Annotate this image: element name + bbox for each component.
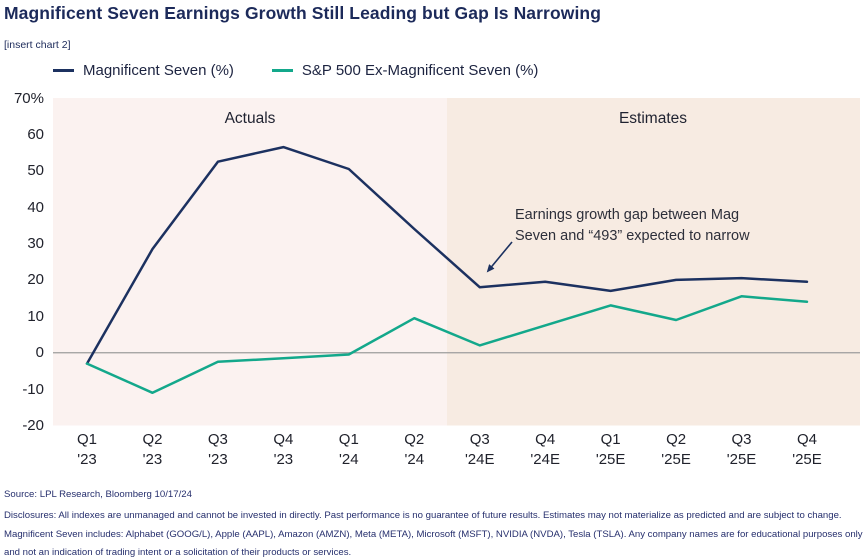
y-tick-label: 40 — [27, 198, 44, 216]
x-tick-label: Q4 '23 — [273, 431, 294, 468]
series-line-1 — [85, 295, 809, 395]
annotation-arrow-icon — [486, 241, 513, 273]
legend-label: Magnificent Seven (%) — [83, 62, 234, 79]
x-tick-label: Q4 '24E — [530, 431, 560, 468]
y-tick-label: 50 — [27, 162, 44, 180]
legend-item-ex-magnificent-seven: S&P 500 Ex-Magnificent Seven (%) — [271, 62, 539, 79]
annotation-line2: Seven and “493” expected to narrow — [515, 228, 750, 244]
estimates-region-label: Estimates — [618, 110, 688, 127]
annotation-line1: Earnings growth gap between Mag — [515, 207, 740, 223]
insert-chart-note: [insert chart 2] — [4, 39, 71, 51]
y-tick-label: 60 — [27, 125, 44, 143]
x-tick-label: Q1 '25E — [595, 431, 626, 468]
x-tick-label: Q1 '23 — [76, 431, 97, 468]
y-tick-label: -10 — [22, 380, 44, 398]
x-tick-label: Q3 '25E — [726, 431, 757, 468]
line-swatch-icon — [53, 69, 74, 72]
series-line-0 — [85, 145, 809, 365]
chart-annotation: Earnings growth gap between Mag Seven an… — [515, 205, 750, 247]
x-tick-label: Q3 '23 — [207, 431, 228, 468]
y-tick-label: 10 — [27, 307, 44, 325]
x-tick-label: Q3 '24E — [464, 431, 495, 468]
page-title: Magnificent Seven Earnings Growth Still … — [4, 3, 602, 23]
actuals-region-bg — [53, 98, 447, 426]
y-tick-label: -20 — [22, 417, 44, 434]
x-tick-label: Q1 '24 — [338, 431, 359, 468]
line-swatch-icon — [271, 69, 293, 72]
x-tick-label: Q2 '23 — [142, 431, 163, 468]
x-tick-label: Q2 '24 — [404, 431, 425, 468]
chart-legend: Magnificent Seven (%) S&P 500 Ex-Magnifi… — [53, 62, 538, 79]
x-tick-label: Q2 '25E — [661, 431, 691, 468]
y-tick-label: 0 — [35, 344, 44, 362]
actuals-region-label: Actuals — [224, 110, 276, 127]
source-line: Source: LPL Research, Bloomberg 10/17/24 — [4, 489, 192, 500]
y-tick-label: 30 — [27, 235, 44, 253]
legend-item-magnificent-seven: Magnificent Seven (%) — [53, 62, 234, 79]
disclosures-text: Disclosures: All indexes are unmanaged a… — [4, 510, 863, 559]
legend-label: S&P 500 Ex-Magnificent Seven (%) — [301, 62, 539, 79]
y-tick-label: 20 — [27, 271, 44, 289]
estimates-region-bg — [447, 98, 860, 426]
x-tick-label: Q4 '25E — [792, 431, 822, 468]
y-tick-label: 70% — [13, 89, 44, 107]
